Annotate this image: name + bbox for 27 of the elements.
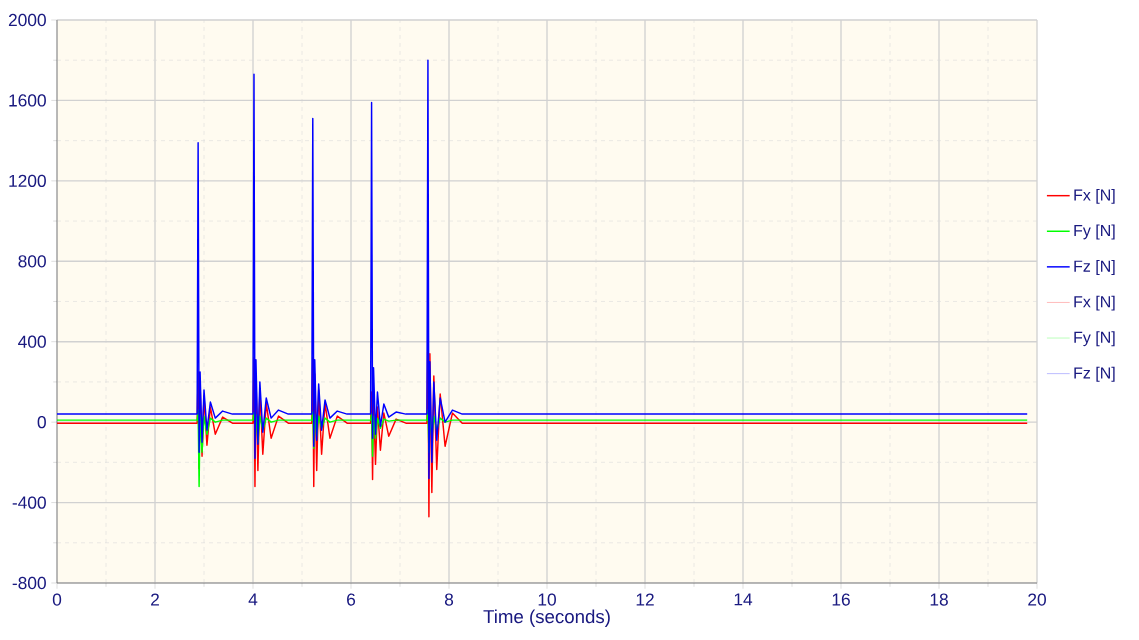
- x-axis-title: Time (seconds): [483, 609, 610, 627]
- legend-label: Fx [N]: [1074, 295, 1115, 311]
- x-tick-label: 14: [734, 593, 753, 606]
- x-tick-label: 20: [1028, 593, 1046, 606]
- y-tick-label: -800: [12, 576, 46, 590]
- x-tick-label: 16: [832, 593, 850, 606]
- legend-label: Fx [N]: [1074, 188, 1115, 204]
- x-tick-label: 4: [248, 593, 258, 606]
- y-tick-label: 1600: [9, 94, 46, 107]
- y-tick-label: 800: [18, 255, 46, 268]
- x-tick-label: 6: [347, 593, 356, 606]
- x-tick-label: 12: [636, 593, 654, 606]
- legend-label: Fy [N]: [1074, 331, 1115, 347]
- y-tick-label: 0: [37, 416, 46, 429]
- legend-label: Fz [N]: [1074, 260, 1115, 275]
- line-series: [57, 59, 1028, 480]
- x-tick-label: 0: [52, 593, 62, 606]
- x-tick-label: 8: [444, 593, 454, 606]
- y-tick-label: 2000: [8, 13, 46, 27]
- y-tick-label: -400: [12, 496, 46, 509]
- legend-label: Fy [N]: [1074, 224, 1115, 240]
- y-tick-label: 1200: [9, 174, 46, 187]
- x-tick-label: 2: [151, 593, 159, 606]
- y-tick-label: 400: [18, 335, 46, 348]
- legend-label: Fz [N]: [1074, 366, 1115, 382]
- x-tick-label: 10: [538, 593, 556, 606]
- x-tick-label: 18: [930, 593, 948, 606]
